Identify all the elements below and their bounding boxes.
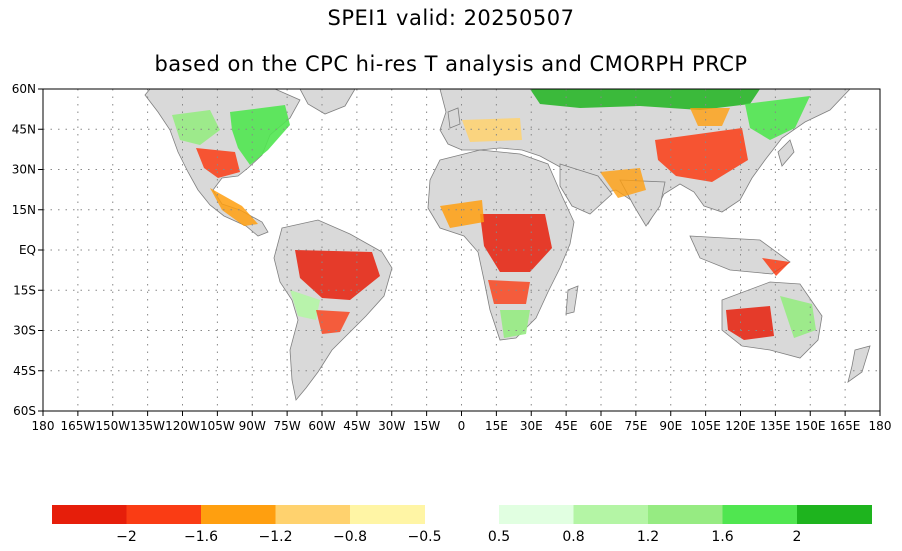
lon-tick-label: 135W [130,419,165,433]
lat-tick-label: EQ [19,243,36,257]
dry-patch-europe [462,118,522,142]
dry-patch-southern-africa [488,280,530,304]
lon-tick-label: 150W [95,419,130,433]
lon-tick-label: 165W [60,419,95,433]
lat-tick-label: 30S [13,324,36,338]
landmass-eurasia [439,89,851,225]
colorbar-label-dry: −1.6 [184,529,218,545]
dry-patch-argentina [316,310,350,334]
lon-tick-label: 75E [624,419,647,433]
lat-tick-label: 45S [13,364,36,378]
landmass-madagascar [565,285,579,315]
colorbar-bin-wet [573,505,649,524]
landmass-japan [777,139,795,167]
longitude-labels: 180 165W 150W 135W 120W 105W 90W 75W 60W 45W 30W 15… [32,419,892,433]
lat-tick-label: 15S [13,283,36,297]
colorbar-bin-wet [797,505,872,524]
dry-patch-middle-east [600,168,646,198]
wet-patch-southern-south-america [290,290,320,320]
lon-tick-label: 60E [590,419,613,433]
lon-tick-label: 165E [830,419,861,433]
wet-patch-northern-eurasia [530,89,760,110]
colorbar-bin-wet [499,505,574,524]
lon-tick-label: 45W [343,419,370,433]
dry-patch-east-asia [655,128,748,182]
lon-tick-label: 120E [725,419,756,433]
lon-tick-label: 30W [378,419,405,433]
colorbar-bin-dry [350,505,425,524]
map-area [43,89,880,411]
lon-tick-label: 30E [520,419,543,433]
dry-patch-central-america [210,188,258,226]
wet-patch-eastern-australia [780,296,816,338]
lon-tick-label: 105W [200,419,235,433]
lat-lon-grid [43,89,880,411]
lon-tick-label: 135E [760,419,791,433]
map-ticks [38,88,881,416]
dry-patch-southeast-asia [762,258,790,276]
lon-tick-label: 105E [690,419,721,433]
colorbar-label-wet: 0.5 [488,529,510,545]
spei-anomaly-patches [172,89,816,340]
colorbar [52,505,872,524]
lon-tick-label: 45E [555,419,578,433]
colorbar-bin-dry [126,505,202,524]
colorbar-bin-dry [201,505,276,524]
colorbar-bin-dry [52,505,127,524]
lat-tick-label: 60N [12,82,36,96]
colorbar-bin-wet [648,505,723,524]
colorbar-bin-wet [722,505,798,524]
lon-tick-label: 90E [659,419,682,433]
lon-tick-label: 15E [485,419,508,433]
colorbar-label-dry: −0.5 [408,529,442,545]
dry-patch-brazil [295,250,380,300]
colorbar-labels: −2 −1.6 −1.2 −0.8 −0.5 0.5 0.8 1.2 1.6 2 [116,529,801,545]
lon-tick-label: 75W [274,419,301,433]
colorbar-bin-dry [275,505,351,524]
dry-patch-mexico-us [196,148,240,178]
landmass-new-zealand [847,345,871,383]
dry-patch-russia [690,108,730,126]
latitude-labels: 60N 45N 30N 15N EQ 15S 30S 45S 60S [12,82,36,418]
lat-tick-label: 45N [12,122,36,136]
wet-patch-eastern-north-america [230,105,290,165]
wet-patch-northeast-asia [745,96,810,140]
lon-tick-label: 180 [32,419,55,433]
dry-patch-west-africa [440,200,484,228]
colorbar-label-dry: −2 [116,529,137,545]
lon-tick-label: 180 [869,419,892,433]
lat-tick-label: 30N [12,163,36,177]
lon-tick-label: 90W [239,419,266,433]
lon-tick-label: 150E [795,419,826,433]
dry-patch-central-africa [480,214,552,272]
wet-patch-southern-africa [500,310,530,338]
colorbar-label-wet: 2 [793,529,802,545]
landmass-greenland [299,89,356,115]
lon-tick-label: 0 [458,419,466,433]
lon-tick-label: 60W [308,419,335,433]
colorbar-label-dry: −0.8 [333,529,367,545]
lon-tick-label: 120W [165,419,200,433]
map-subtitle: based on the CPC hi-res T analysis and C… [154,52,748,76]
map-title: SPEI1 valid: 20250507 [327,6,575,30]
colorbar-label-wet: 1.6 [711,529,733,545]
landmass-british-isles [447,107,461,129]
colorbar-label-wet: 1.2 [637,529,659,545]
lat-tick-label: 60S [13,404,36,418]
colorbar-label-dry: −1.2 [259,529,293,545]
lat-tick-label: 15N [12,203,36,217]
lon-tick-label: 15W [413,419,440,433]
wet-patch-western-north-america [172,110,220,145]
landmass-arabia [559,163,613,215]
colorbar-label-wet: 0.8 [562,529,584,545]
dry-patch-western-australia [726,306,774,340]
